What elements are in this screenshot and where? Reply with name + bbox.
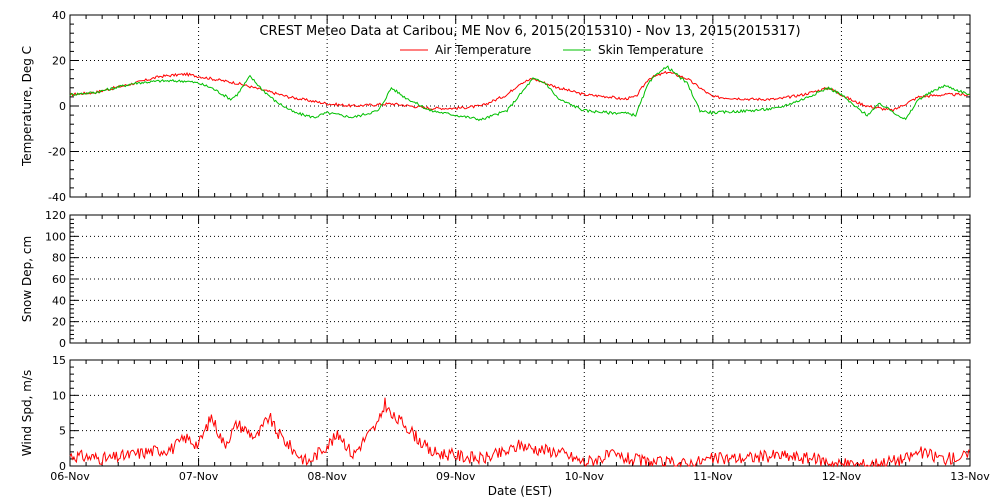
legend-label: Air Temperature bbox=[435, 43, 531, 57]
x-tick-label: 07-Nov bbox=[179, 470, 219, 483]
y-tick-label: 60 bbox=[52, 273, 66, 286]
y-tick-label: 20 bbox=[52, 55, 66, 68]
y-tick-label: 120 bbox=[45, 209, 66, 222]
y-tick-label: 40 bbox=[52, 294, 66, 307]
y-tick-label: -20 bbox=[48, 146, 66, 159]
panel-3: 0 5 10 15 Wind Spd, m/s bbox=[20, 354, 971, 473]
y-tick-label: -40 bbox=[48, 191, 66, 204]
panel-2: 0 20 40 60 80 100 120 Snow Dep, cm bbox=[20, 209, 971, 350]
y-tick-label: 80 bbox=[52, 252, 66, 265]
x-axis-label: Date (EST) bbox=[488, 484, 552, 498]
x-tick-label: 11-Nov bbox=[693, 470, 733, 483]
series-line-wind-speed bbox=[69, 397, 971, 468]
chart-title: CREST Meteo Data at Caribou, ME Nov 6, 2… bbox=[259, 24, 800, 39]
y-tick-label: 5 bbox=[59, 425, 66, 438]
x-tick-label: 06-Nov bbox=[50, 470, 90, 483]
y-tick-label: 10 bbox=[52, 389, 66, 402]
y-tick-label: 0 bbox=[59, 460, 66, 473]
y-axis-label: Snow Dep, cm bbox=[20, 236, 34, 322]
panel-frame bbox=[69, 359, 971, 467]
y-tick-label: 100 bbox=[45, 230, 66, 243]
x-tick-label: 09-Nov bbox=[436, 470, 476, 483]
legend-label: Skin Temperature bbox=[598, 43, 703, 57]
x-tick-label: 12-Nov bbox=[822, 470, 862, 483]
y-tick-label: 20 bbox=[52, 316, 66, 329]
legend: Air Temperature Skin Temperature bbox=[400, 43, 703, 57]
y-tick-label: 0 bbox=[59, 100, 66, 113]
y-tick-label: 40 bbox=[52, 9, 66, 22]
x-tick-label: 13-Nov bbox=[950, 470, 990, 483]
x-tick-label: 08-Nov bbox=[307, 470, 347, 483]
series-line-skin-temperature bbox=[69, 65, 971, 122]
x-tick-label: 10-Nov bbox=[565, 470, 605, 483]
y-axis-label: Temperature, Deg C bbox=[20, 46, 34, 167]
panel-1: -40 -20 0 20 40 Temperature, Deg C Air Tempera… bbox=[20, 9, 971, 204]
y-tick-label: 15 bbox=[52, 354, 66, 367]
y-tick-label: 0 bbox=[59, 337, 66, 350]
y-axis-label: Wind Spd, m/s bbox=[20, 370, 34, 456]
